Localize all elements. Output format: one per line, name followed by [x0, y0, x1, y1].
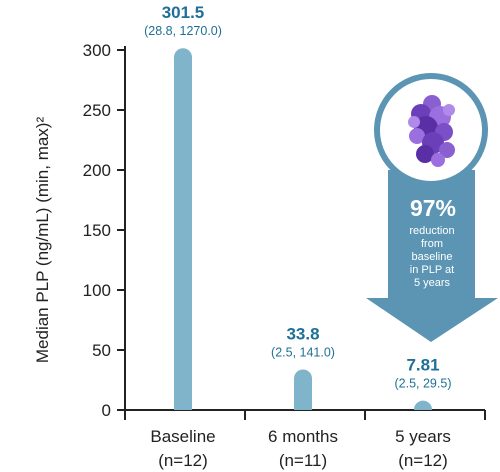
reduction-percent: 97% [410, 195, 456, 221]
x-category-label: 5 years [395, 427, 451, 446]
bar-range-label: (28.8, 1270.0) [144, 24, 222, 38]
x-category-label: 6 months [268, 427, 338, 446]
x-category-n-label: (n=12) [398, 451, 448, 470]
y-tick-label: 150 [83, 221, 111, 240]
x-category-label: Baseline [150, 427, 215, 446]
reduction-line-3: baseline [412, 251, 453, 263]
reduction-arrow [366, 170, 498, 342]
bar [414, 400, 432, 410]
bars [174, 48, 432, 410]
y-axis: 0 50 100 150 200 250 300 [83, 41, 126, 420]
reduction-line-1: reduction [409, 225, 454, 237]
reduction-line-2: from [421, 238, 443, 250]
reduction-line-4: in PLP at [410, 264, 454, 276]
reduction-line-5: 5 years [414, 277, 451, 289]
reduction-callout: 97% reduction from baseline in PLP at 5 … [366, 73, 498, 342]
bar-value-label: 33.8 [286, 324, 319, 343]
bar-value-label: 301.5 [162, 3, 205, 22]
y-tick-label: 50 [92, 341, 111, 360]
bar [174, 48, 192, 410]
y-tick-label: 100 [83, 281, 111, 300]
x-axis: Baseline (n=12) 6 months (n=11) 5 years (n=12… [124, 409, 486, 470]
y-axis-label: Median PLP (ng/mL) (min, max)² [33, 117, 52, 364]
x-category-n-label: (n=12) [158, 451, 208, 470]
bar-labels: 301.5 (28.8, 1270.0) 33.8 (2.5, 141.0) 7.81 (… [144, 3, 451, 390]
y-tick-label: 200 [83, 161, 111, 180]
y-tick-label: 250 [83, 101, 111, 120]
bar [294, 369, 312, 410]
bar-range-label: (2.5, 141.0) [271, 345, 335, 359]
y-tick-label: 300 [83, 41, 111, 60]
bar-range-label: (2.5, 29.5) [395, 377, 452, 391]
x-category-n-label: (n=11) [279, 451, 327, 470]
bar-value-label: 7.81 [406, 356, 439, 375]
protein-molecule-icon [408, 95, 455, 167]
y-tick-label: 0 [102, 401, 111, 420]
